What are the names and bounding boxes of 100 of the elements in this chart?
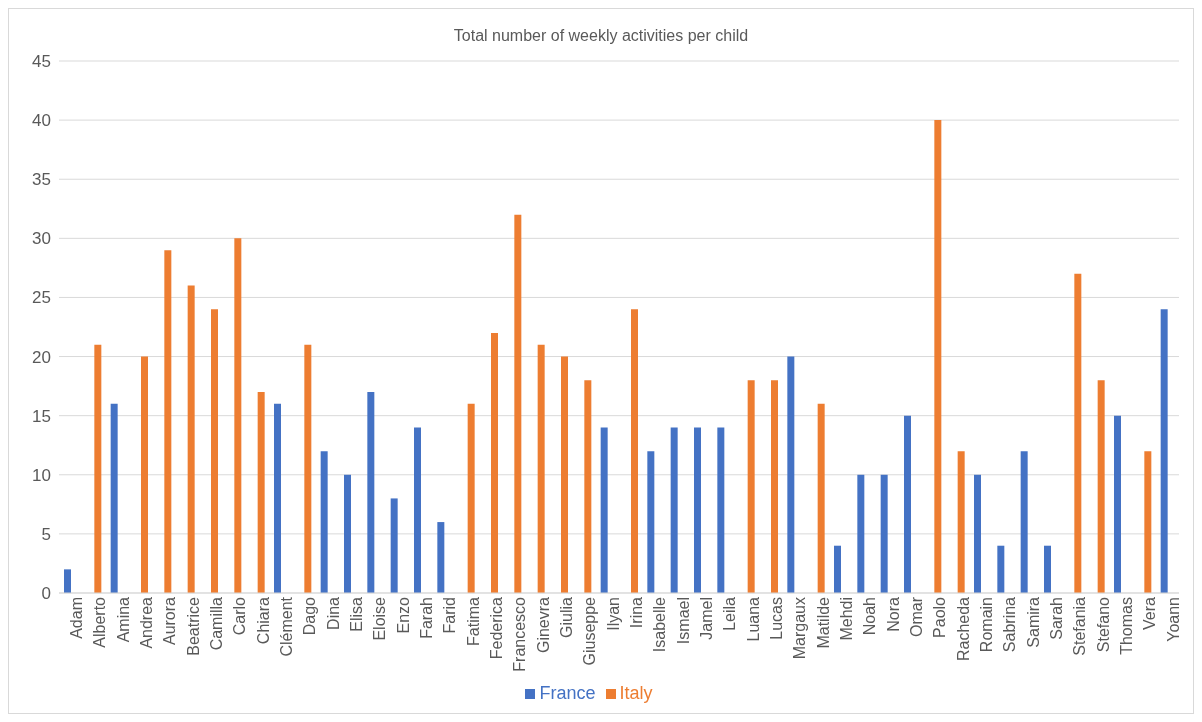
- bar: [974, 474, 981, 593]
- x-tick-label: Andrea: [138, 596, 156, 649]
- bar: [857, 474, 865, 593]
- x-tick-label: Lucas: [768, 597, 786, 640]
- bar: [670, 427, 678, 593]
- bar: [344, 474, 351, 593]
- bar: [514, 214, 522, 593]
- chart-title: Total number of weekly activities per child: [452, 26, 750, 46]
- x-tick-label: Ismael: [674, 597, 692, 645]
- bar: [437, 522, 445, 593]
- x-tick-label: Samira: [1024, 596, 1042, 648]
- bar: [1097, 380, 1105, 593]
- x-tick-label: Alberto: [91, 596, 109, 648]
- bar: [141, 356, 148, 593]
- x-tick-label: Noah: [861, 597, 879, 636]
- bar: [631, 309, 638, 593]
- bar: [771, 380, 778, 593]
- x-tick-label: Racheda: [954, 596, 972, 662]
- x-tick-label: Aurora: [161, 596, 179, 646]
- x-tick-label: Fatima: [464, 596, 482, 646]
- bar: [64, 569, 71, 593]
- x-tick-label: Sabrina: [1001, 596, 1019, 653]
- x-tick-label: Stefania: [1071, 596, 1089, 656]
- y-tick-label: 5: [41, 524, 51, 544]
- x-tick-label: Francesco: [511, 596, 529, 672]
- bar: [1020, 451, 1028, 593]
- bar: [904, 415, 911, 593]
- bar: [747, 380, 755, 593]
- bar: [957, 451, 965, 593]
- bar: [934, 120, 942, 593]
- x-tick-label: Amina: [114, 596, 132, 643]
- x-tick-label: Eloise: [371, 596, 389, 641]
- x-tick-label: Giulia: [558, 596, 576, 638]
- bar: [234, 238, 242, 593]
- bar: [367, 392, 375, 593]
- bar: [1074, 273, 1082, 593]
- y-tick-label: 20: [32, 347, 51, 367]
- y-tick-label: 40: [32, 111, 51, 131]
- x-tick-label: Elisa: [348, 596, 366, 632]
- bar: [834, 545, 841, 593]
- x-tick-label: Beatrice: [184, 596, 202, 656]
- x-tick-label: Farid: [441, 597, 459, 634]
- x-tick-label: Sarah: [1048, 597, 1066, 640]
- x-tick-label: Stefano: [1094, 596, 1112, 653]
- bar: [164, 250, 172, 593]
- bar: [817, 403, 825, 593]
- x-tick-label: Matilde: [814, 596, 832, 649]
- legend-label: France: [539, 683, 596, 703]
- bar: [1144, 451, 1152, 593]
- bar: [491, 332, 498, 593]
- x-tick-label: Chiara: [254, 596, 272, 645]
- bar: [467, 403, 475, 593]
- y-tick-label: 15: [32, 406, 51, 426]
- y-tick-label: 25: [32, 288, 51, 308]
- bar: [600, 427, 608, 593]
- x-tick-label: Leila: [721, 596, 739, 631]
- x-tick-label: Federica: [488, 596, 506, 660]
- bar: [320, 451, 328, 593]
- x-tick-label: Thomas: [1118, 597, 1136, 655]
- x-tick-label: Jamel: [698, 597, 716, 640]
- bar: [110, 403, 118, 593]
- x-tick-label: Isabelle: [651, 596, 669, 653]
- bar: [537, 344, 545, 593]
- x-tick-label: Mehdi: [838, 597, 856, 641]
- x-tick-label: Romain: [978, 597, 996, 653]
- x-tick-label: Yoann: [1164, 597, 1182, 642]
- bar: [694, 427, 701, 593]
- y-tick-label: 35: [32, 170, 51, 190]
- x-tick-label: Vera: [1141, 596, 1159, 630]
- y-tick-label: 30: [32, 229, 51, 249]
- legend-label: Italy: [619, 683, 653, 703]
- bar: [1160, 309, 1168, 593]
- x-tick-label: Dina: [324, 596, 342, 630]
- bar: [997, 545, 1005, 593]
- x-tick-label: Omar: [908, 596, 926, 637]
- bar: [390, 498, 398, 593]
- bar: [584, 380, 592, 593]
- x-tick-label: Margaux: [791, 597, 809, 660]
- x-tick-label: Farah: [418, 597, 436, 639]
- bar: [257, 392, 265, 593]
- y-tick-label: 0: [41, 584, 51, 604]
- bar: [94, 344, 102, 593]
- bar: [211, 309, 218, 593]
- bar: [561, 356, 568, 593]
- bar: [880, 474, 888, 593]
- bar: [787, 356, 795, 593]
- x-tick-label: Ilyan: [604, 597, 622, 631]
- x-tick-label: Luana: [744, 596, 762, 642]
- x-tick-label: Giuseppe: [581, 596, 599, 666]
- bar: [647, 451, 655, 593]
- x-tick-label: Paolo: [931, 596, 949, 638]
- x-tick-label: Irina: [628, 596, 646, 629]
- y-tick-label: 10: [32, 465, 51, 485]
- bar: [414, 427, 421, 593]
- bar: [274, 403, 281, 593]
- x-tick-label: Camilla: [208, 596, 226, 651]
- x-tick-label: Carlo: [231, 596, 249, 636]
- bar: [717, 427, 725, 593]
- bar: [187, 285, 195, 593]
- bar: [1114, 415, 1121, 593]
